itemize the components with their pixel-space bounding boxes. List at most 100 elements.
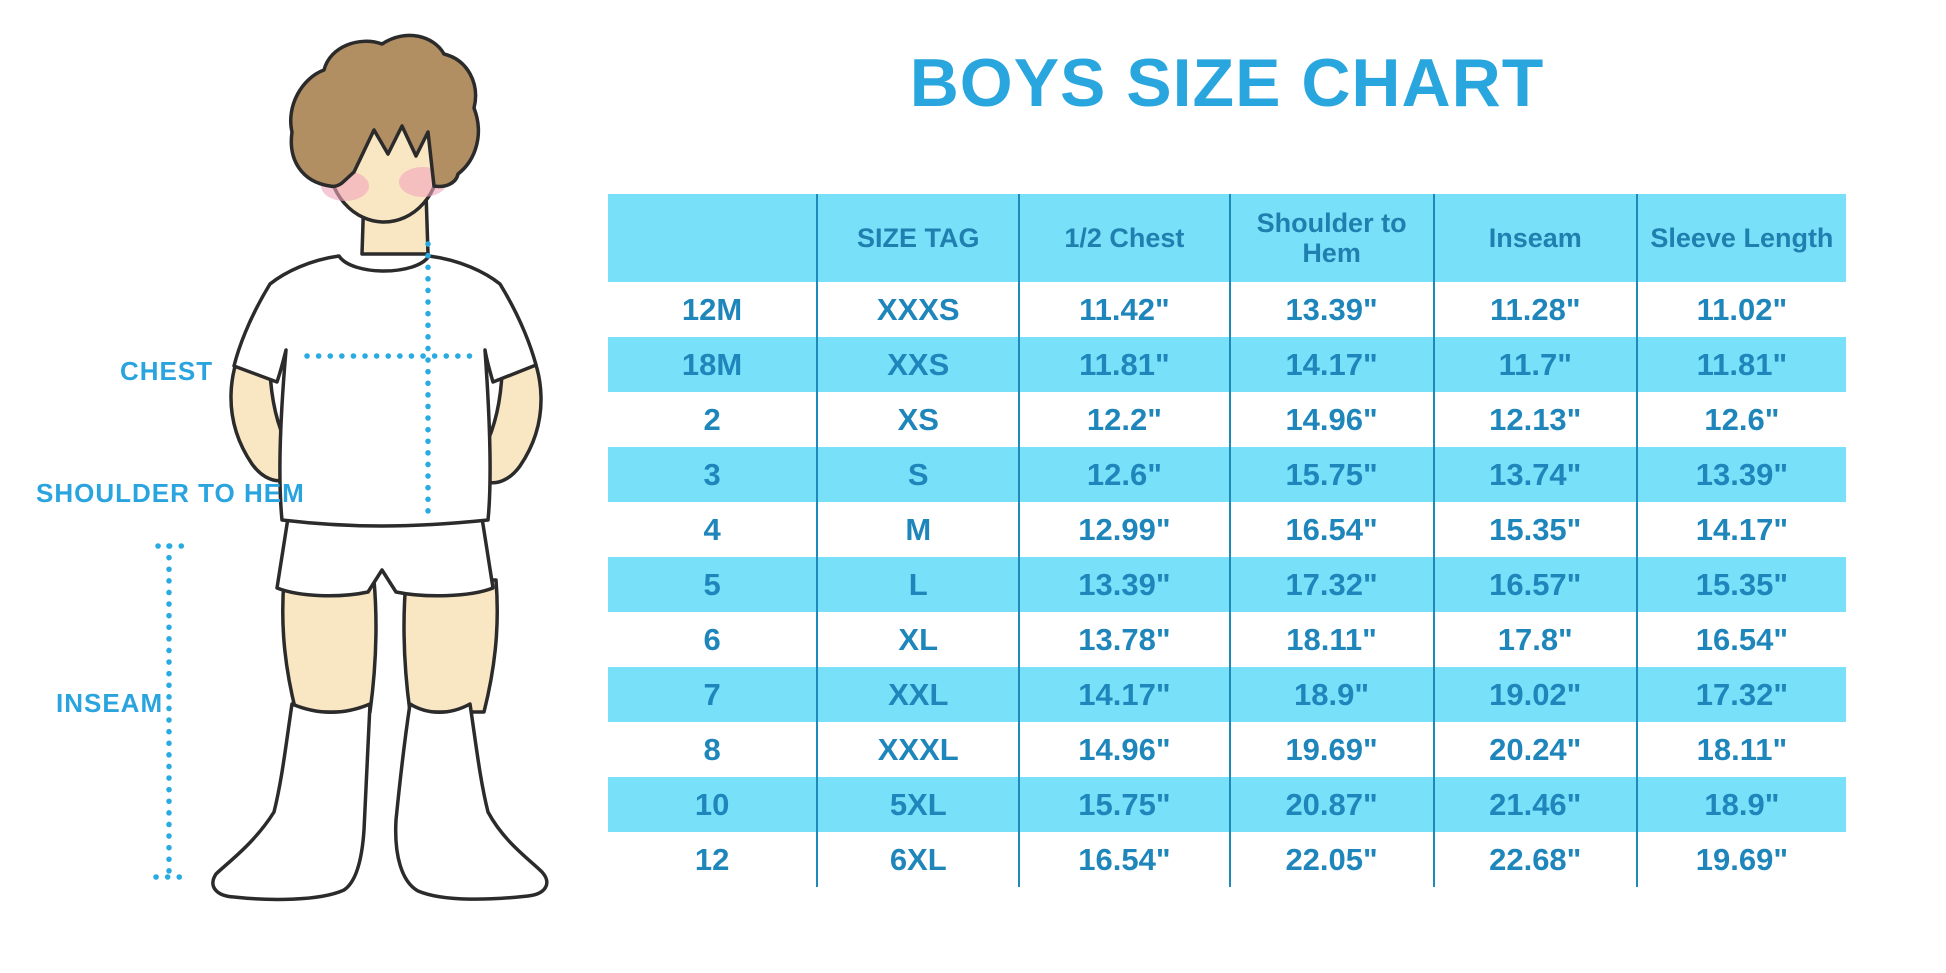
measurement-cell: 5XL [818, 777, 1021, 832]
boy-illustration: CHEST SHOULDER TO HEM INSEAM [30, 20, 550, 910]
measurement-cell: 14.17" [1231, 337, 1435, 392]
measurement-cell: 19.69" [1695, 841, 1789, 877]
measurement-cell: 16.54" [1695, 621, 1789, 657]
table-row: 12 6XL 16.54" 22.05" 22.68" 19.69" [608, 832, 1846, 887]
table-row: 5 L 13.39" 17.32" 16.57" 15.35" [608, 557, 1846, 612]
right-sock [393, 702, 549, 901]
hair [289, 33, 481, 189]
measurement-cell: 11.02" [1696, 291, 1788, 327]
page-title: BOYS SIZE CHART [909, 45, 1545, 121]
right-leg [402, 578, 499, 714]
size-table-body: 12M XXXS 11.42" 13.39" 11.28" 11.02" 18M XXS 11.… [608, 282, 1846, 887]
table-header-row: SIZE TAG 1/2 Chest Shoulder to Hem Insea… [608, 194, 1846, 282]
inseam-label: INSEAM [56, 688, 164, 718]
measurement-cell: 21.46" [1435, 777, 1638, 832]
measurement-cell: XXXS [818, 282, 1021, 337]
header-shoulder-to-hem: Shoulder to Hem [1231, 194, 1435, 282]
measurement-cell: 13.39" [1695, 456, 1789, 492]
t-shirt [232, 254, 538, 528]
measurement-cell: XXS [818, 337, 1021, 392]
size-label-cell: 7 [608, 667, 819, 722]
measurement-cell: XXL [818, 667, 1021, 722]
chest-label: CHEST [120, 356, 214, 386]
size-label-cell: 5 [608, 557, 819, 612]
measurement-cell: 12.6" [1704, 401, 1780, 437]
measurement-cell: 18.9" [1704, 786, 1780, 822]
measurement-cell: 15.75" [1020, 777, 1231, 832]
measurement-cell: S [818, 447, 1021, 502]
size-label-cell: 10 [608, 777, 819, 832]
size-label-cell: 6 [608, 612, 819, 667]
measurement-cell: 11.81" [1696, 346, 1788, 382]
measurement-cell: 14.96" [1020, 722, 1231, 777]
measurement-cell: 17.32" [1231, 557, 1435, 612]
table-row: 12M XXXS 11.42" 13.39" 11.28" 11.02" [608, 282, 1846, 337]
table-row: 7 XXL 14.17" 18.9" 19.02" 17.32" [608, 667, 1846, 722]
table-row: 3 S 12.6" 15.75" 13.74" 13.39" [608, 447, 1846, 502]
measurement-cell: 11.7" [1435, 337, 1638, 392]
measurement-cell: 13.78" [1020, 612, 1231, 667]
header-sleeve-length: Sleeve Length [1650, 222, 1834, 253]
measurement-cell: 19.69" [1231, 722, 1435, 777]
size-table: SIZE TAG 1/2 Chest Shoulder to Hem Insea… [608, 194, 1846, 887]
table-row: 6 XL 13.78" 18.11" 17.8" 16.54" [608, 612, 1846, 667]
measurement-cell: 20.24" [1435, 722, 1638, 777]
measurement-cell: 13.74" [1435, 447, 1638, 502]
measurement-cell: 12.6" [1020, 447, 1231, 502]
measurement-cell: 12.13" [1435, 392, 1638, 447]
measurement-cell: L [818, 557, 1021, 612]
measurement-cell: 11.28" [1435, 282, 1638, 337]
measurement-cell: 22.68" [1435, 832, 1638, 887]
table-row: 2 XS 12.2" 14.96" 12.13" 12.6" [608, 392, 1846, 447]
shoulder-to-hem-label: SHOULDER TO HEM [36, 478, 305, 508]
measurement-cell: 18.11" [1696, 731, 1788, 767]
size-label-cell: 18M [608, 337, 819, 392]
measurement-cell: 13.39" [1231, 282, 1435, 337]
measurement-cell: 16.54" [1231, 502, 1435, 557]
measurement-cell: 18.11" [1231, 612, 1435, 667]
table-row: 4 M 12.99" 16.54" 15.35" 14.17" [608, 502, 1846, 557]
measurement-cell: 16.57" [1435, 557, 1638, 612]
measurement-cell: 12.99" [1020, 502, 1231, 557]
measurement-cell: 17.8" [1435, 612, 1638, 667]
table-row: 10 5XL 15.75" 20.87" 21.46" 18.9" [608, 777, 1846, 832]
left-leg [281, 578, 378, 714]
header-inseam: Inseam [1435, 194, 1638, 282]
left-sock [211, 702, 372, 902]
measurement-cell: 20.87" [1231, 777, 1435, 832]
size-label-cell: 12M [608, 282, 819, 337]
size-label-cell: 12 [608, 832, 819, 887]
measurement-cell: 12.2" [1020, 392, 1231, 447]
measurement-cell: 11.81" [1020, 337, 1231, 392]
measurement-cell: 18.9" [1231, 667, 1435, 722]
shorts [275, 516, 495, 598]
header-half-chest: 1/2 Chest [1020, 194, 1231, 282]
header-blank [608, 194, 819, 282]
measurement-cell: 14.17" [1020, 667, 1231, 722]
measurement-cell: XL [818, 612, 1021, 667]
table-row: 8 XXXL 14.96" 19.69" 20.24" 18.11" [608, 722, 1846, 777]
measurement-cell: XXXL [818, 722, 1021, 777]
size-label-cell: 3 [608, 447, 819, 502]
measurement-cell: 15.35" [1695, 566, 1789, 602]
measurement-cell: 16.54" [1020, 832, 1231, 887]
size-label-cell: 8 [608, 722, 819, 777]
size-label-cell: 2 [608, 392, 819, 447]
header-size-tag: SIZE TAG [818, 194, 1021, 282]
boy-figure-svg [153, 33, 549, 902]
table-row: 18M XXS 11.81" 14.17" 11.7" 11.81" [608, 337, 1846, 392]
measurement-cell: M [818, 502, 1021, 557]
measurement-cell: 22.05" [1231, 832, 1435, 887]
measurement-cell: 15.35" [1435, 502, 1638, 557]
size-label-cell: 4 [608, 502, 819, 557]
measurement-cell: 6XL [818, 832, 1021, 887]
measurement-cell: 17.32" [1695, 676, 1789, 712]
measurement-cell: 13.39" [1020, 557, 1231, 612]
measurement-cell: 15.75" [1231, 447, 1435, 502]
measurement-cell: 14.96" [1231, 392, 1435, 447]
measurement-cell: XS [818, 392, 1021, 447]
measurement-cell: 19.02" [1435, 667, 1638, 722]
measurement-cell: 11.42" [1020, 282, 1231, 337]
measurement-cell: 14.17" [1695, 511, 1789, 547]
